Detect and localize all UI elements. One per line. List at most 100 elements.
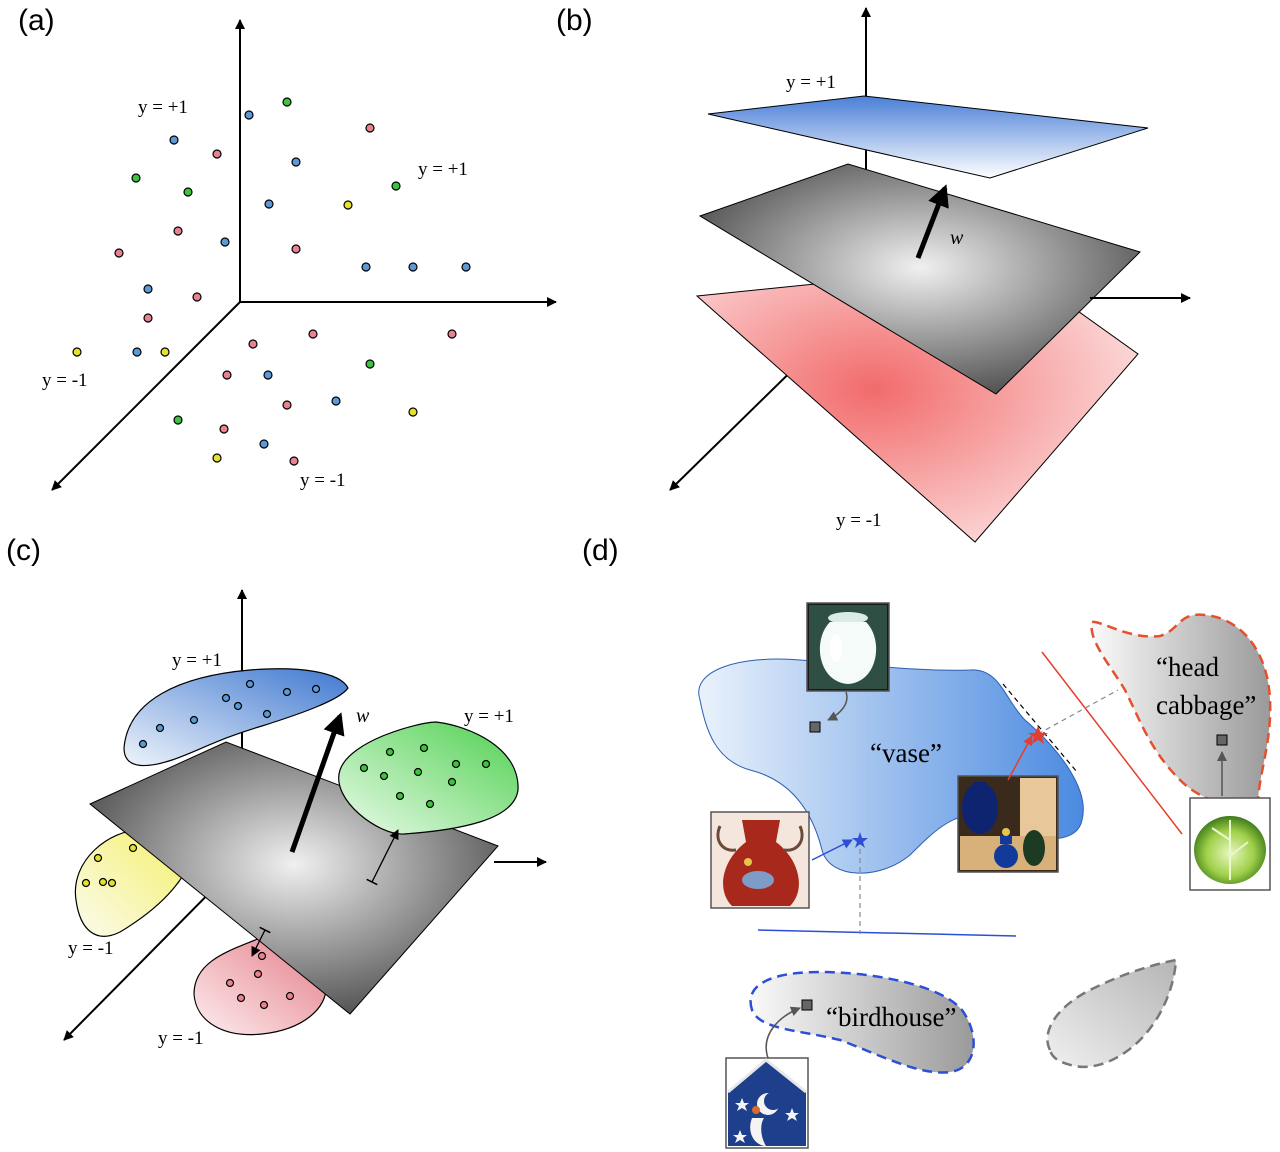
point-blue bbox=[263, 370, 273, 380]
point-yellow bbox=[93, 853, 103, 863]
star-blue bbox=[852, 832, 868, 848]
label-b-top: y = +1 bbox=[786, 72, 836, 93]
label-b-bottom: y = -1 bbox=[836, 510, 882, 531]
embedding-point bbox=[809, 721, 821, 733]
cluster-blue bbox=[123, 668, 349, 767]
point-green bbox=[183, 187, 193, 197]
point-yellow bbox=[107, 878, 117, 888]
plane-decision bbox=[698, 163, 1141, 395]
point-pink bbox=[248, 339, 258, 349]
panel-d: (d) “vase” “head cabbage” “birdhouse” bbox=[582, 534, 1272, 1149]
star-red bbox=[1028, 726, 1048, 744]
label-c-3: y = -1 bbox=[68, 938, 114, 959]
point-pink bbox=[285, 991, 295, 1001]
point-blue bbox=[244, 110, 254, 120]
point-blue bbox=[408, 262, 418, 272]
panel-a: (a) y = +1 y = +1 y = -1 y = -1 bbox=[18, 4, 557, 491]
point-blue bbox=[143, 284, 153, 294]
point-pink bbox=[308, 329, 318, 339]
point-blue bbox=[259, 439, 269, 449]
point-pink bbox=[447, 329, 457, 339]
class-label-cabbage: cabbage” bbox=[1156, 690, 1256, 720]
point-green bbox=[131, 173, 141, 183]
margin-arrow-negative bbox=[251, 926, 271, 957]
label-a-4: y = -1 bbox=[300, 470, 346, 491]
point-pink bbox=[282, 400, 292, 410]
point-yellow bbox=[81, 878, 91, 888]
point-blue bbox=[291, 157, 301, 167]
point-pink bbox=[192, 292, 202, 302]
point-green bbox=[391, 181, 401, 191]
point-blue bbox=[155, 723, 165, 733]
region-unlabeled bbox=[1046, 958, 1178, 1069]
point-blue bbox=[245, 679, 255, 689]
point-green bbox=[173, 415, 183, 425]
class-label-birdhouse: “birdhouse” bbox=[826, 1002, 956, 1032]
thumbnail-blue-vases bbox=[957, 775, 1059, 873]
label-a-1: y = +1 bbox=[138, 97, 188, 118]
class-label-head: “head bbox=[1156, 652, 1219, 682]
thumbnail-birdhouse bbox=[725, 1057, 809, 1149]
axis-a-z bbox=[51, 301, 241, 491]
point-blue bbox=[264, 199, 274, 209]
thumbnail-cabbage bbox=[1189, 797, 1271, 891]
point-blue bbox=[189, 715, 199, 725]
point-pink bbox=[236, 993, 246, 1003]
point-green bbox=[282, 97, 292, 107]
point-blue bbox=[361, 262, 371, 272]
panel-b-label: (b) bbox=[556, 4, 593, 37]
point-yellow bbox=[72, 347, 82, 357]
label-c-1: y = +1 bbox=[172, 650, 222, 671]
point-pink bbox=[219, 424, 229, 434]
boundary-dashed bbox=[1002, 683, 1078, 773]
point-blue bbox=[138, 739, 148, 749]
point-pink bbox=[173, 226, 183, 236]
separator-blue bbox=[757, 929, 1017, 937]
embedding-point bbox=[1216, 734, 1228, 746]
class-label-vase: “vase” bbox=[870, 738, 942, 768]
separator-red bbox=[1041, 651, 1183, 835]
point-blue bbox=[132, 347, 142, 357]
point-green bbox=[447, 777, 457, 787]
point-yellow bbox=[160, 347, 170, 357]
arrow-red-vase bbox=[811, 839, 853, 861]
panel-d-label: (d) bbox=[582, 534, 619, 567]
point-pink bbox=[143, 313, 153, 323]
point-pink bbox=[222, 370, 232, 380]
thumbnail-white-vase bbox=[806, 602, 890, 692]
label-a-3: y = -1 bbox=[42, 370, 88, 391]
point-green bbox=[385, 747, 395, 757]
point-green bbox=[419, 743, 429, 753]
projection-dashed-red bbox=[1037, 689, 1119, 735]
label-a-2: y = +1 bbox=[418, 159, 468, 180]
point-yellow bbox=[128, 843, 138, 853]
plane-positive bbox=[707, 95, 1149, 179]
point-blue bbox=[220, 237, 230, 247]
point-pink bbox=[114, 248, 124, 258]
point-green bbox=[365, 359, 375, 369]
label-c-4: y = -1 bbox=[158, 1028, 204, 1049]
point-blue bbox=[311, 684, 321, 694]
point-pink bbox=[365, 123, 375, 133]
point-blue bbox=[282, 687, 292, 697]
point-blue bbox=[221, 693, 231, 703]
embedding-point bbox=[801, 999, 813, 1011]
point-pink bbox=[259, 1000, 269, 1010]
point-green bbox=[359, 763, 369, 773]
arrow-birdhouse bbox=[765, 1006, 801, 1059]
arrow-white-vase bbox=[827, 691, 848, 721]
point-green bbox=[451, 759, 461, 769]
point-pink bbox=[257, 951, 267, 961]
panel-a-label: (a) bbox=[18, 4, 55, 37]
region-birdhouse bbox=[749, 970, 975, 1074]
point-green bbox=[413, 767, 423, 777]
point-blue bbox=[262, 709, 272, 719]
panel-c: (c) bbox=[6, 534, 547, 1049]
panel-b: (b) w⃗ y = +1 y = -1 bbox=[556, 4, 1191, 543]
panel-c-label: (c) bbox=[6, 534, 41, 567]
weight-vector-arrow bbox=[915, 184, 949, 259]
weight-vector-arrow bbox=[289, 712, 345, 853]
thumbnail-red-vase bbox=[710, 811, 810, 909]
point-pink bbox=[212, 149, 222, 159]
